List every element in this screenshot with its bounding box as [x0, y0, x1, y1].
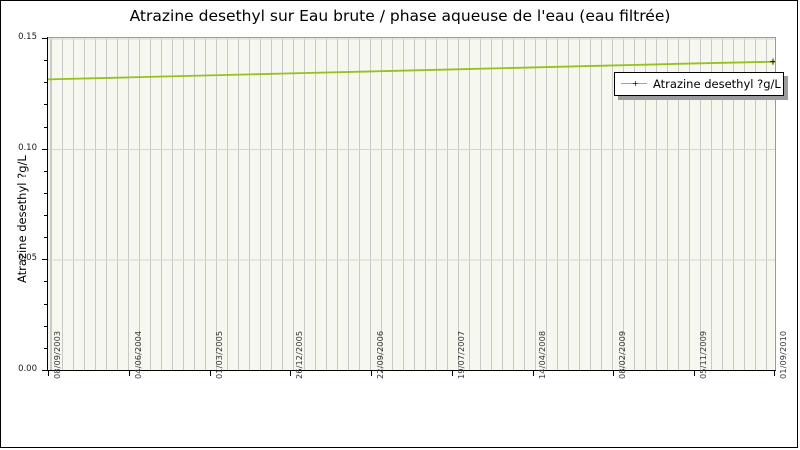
y-minor-tick-mark	[44, 104, 48, 105]
x-tick-mark	[613, 371, 614, 376]
y-minor-tick-mark	[44, 60, 48, 61]
x-tick-mark	[290, 371, 291, 376]
x-tick-label: 08/09/2003	[52, 330, 62, 379]
x-tick-label: 26/12/2005	[294, 330, 304, 379]
x-tick-mark	[210, 371, 211, 376]
y-minor-tick-mark	[44, 127, 48, 128]
y-minor-tick-mark	[44, 348, 48, 349]
x-tick-label: 22/09/2006	[375, 330, 385, 379]
y-minor-tick-mark	[44, 281, 48, 282]
x-tick-label: 08/02/2009	[617, 330, 627, 379]
x-tick-mark	[371, 371, 372, 376]
x-tick-mark	[452, 371, 453, 376]
y-axis-line	[47, 37, 48, 371]
plot-right-border	[775, 37, 776, 371]
x-tick-mark	[129, 371, 130, 376]
series-line-atrazine-desethyl	[48, 58, 775, 81]
legend-label: Atrazine desethyl ?g/L	[653, 77, 781, 91]
y-minor-tick-mark	[44, 82, 48, 83]
y-tick-mark	[42, 370, 48, 371]
y-minor-tick-mark	[44, 215, 48, 216]
x-tick-label: 01/03/2005	[214, 330, 224, 379]
y-tick-label: 0.05	[18, 253, 37, 263]
x-tick-label: 05/11/2009	[698, 330, 708, 379]
plus-marker-icon: +	[632, 79, 639, 88]
x-tick-label: 04/06/2004	[133, 330, 143, 379]
x-tick-label: 19/07/2007	[456, 330, 466, 379]
y-minor-tick-mark	[44, 237, 48, 238]
y-minor-tick-mark	[44, 326, 48, 327]
y-tick-label: 0.10	[18, 143, 37, 153]
chart-title: Atrazine desethyl sur Eau brute / phase …	[129, 7, 671, 25]
x-axis-line	[47, 370, 776, 371]
x-tick-mark	[533, 371, 534, 376]
x-tick-mark	[694, 371, 695, 376]
x-tick-mark	[48, 371, 49, 376]
y-tick-label: 0.00	[18, 364, 37, 374]
y-tick-mark	[42, 259, 48, 260]
y-tick-label: 0.15	[18, 32, 37, 42]
y-minor-tick-mark	[44, 193, 48, 194]
legend-line-icon	[621, 83, 647, 84]
y-tick-mark	[42, 149, 48, 150]
y-minor-tick-mark	[44, 304, 48, 305]
x-tick-mark	[774, 371, 775, 376]
x-tick-label: 14/04/2008	[537, 330, 547, 379]
plot-top-border	[47, 37, 776, 38]
y-tick-mark	[42, 38, 48, 39]
y-minor-tick-mark	[44, 171, 48, 172]
x-tick-label: 01/09/2010	[778, 330, 788, 379]
y-axis-title: Atrazine desethyl ?g/L	[15, 155, 29, 283]
legend-marker-icon: +	[621, 78, 647, 90]
legend-box[interactable]: + Atrazine desethyl ?g/L	[614, 72, 784, 96]
